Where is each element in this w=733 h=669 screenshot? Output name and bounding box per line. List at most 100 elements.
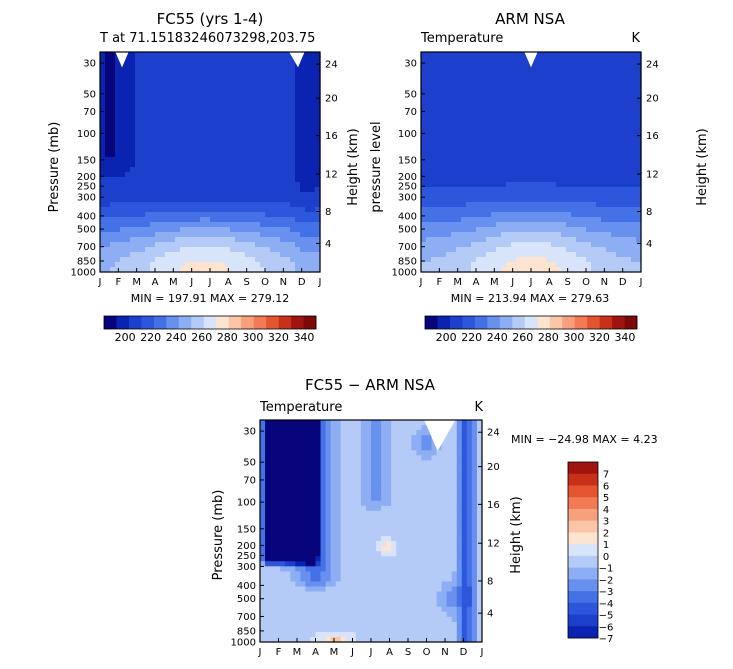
heatmap-cell bbox=[235, 157, 241, 163]
heatmap-cell bbox=[220, 252, 226, 258]
heatmap-cell bbox=[486, 102, 492, 108]
heatmap-cell bbox=[180, 247, 186, 253]
heatmap-cell bbox=[110, 197, 116, 203]
heatmap-cell bbox=[491, 177, 497, 183]
heatmap-cell bbox=[190, 142, 196, 148]
heatmap-cell bbox=[285, 242, 291, 248]
heatmap-cell bbox=[346, 551, 352, 557]
heatmap-cell bbox=[516, 247, 522, 253]
heatmap-cell bbox=[270, 607, 276, 613]
heatmap-cell bbox=[331, 632, 337, 638]
heatmap-cell bbox=[451, 147, 457, 153]
heatmap-cell bbox=[230, 207, 236, 213]
heatmap-cell bbox=[265, 511, 271, 517]
heatmap-cell bbox=[611, 82, 617, 88]
heatmap-cell bbox=[616, 262, 622, 268]
heatmap-cell bbox=[270, 67, 276, 73]
heatmap-cell bbox=[471, 102, 477, 108]
heatmap-cell bbox=[240, 147, 246, 153]
heatmap-cell bbox=[210, 117, 216, 123]
heatmap-cell bbox=[305, 627, 311, 633]
heatmap-cell bbox=[346, 496, 352, 502]
heatmap-cell bbox=[195, 217, 201, 223]
heatmap-cell bbox=[135, 197, 141, 203]
heatmap-cell bbox=[331, 496, 337, 502]
heatmap-cell bbox=[140, 172, 146, 178]
heatmap-cell bbox=[195, 212, 201, 218]
heatmap-cell bbox=[280, 455, 286, 461]
heatmap-cell bbox=[426, 57, 432, 63]
heatmap-cell bbox=[175, 77, 181, 83]
heatmap-cell bbox=[145, 82, 151, 88]
heatmap-cell bbox=[341, 481, 347, 487]
heatmap-cell bbox=[150, 152, 156, 158]
heatmap-cell bbox=[446, 97, 452, 103]
heatmap-cell bbox=[601, 82, 607, 88]
heatmap-cell bbox=[195, 167, 201, 173]
heatmap-cell bbox=[265, 632, 271, 638]
heatmap-cell bbox=[280, 142, 286, 148]
heatmap-cell bbox=[150, 52, 156, 58]
heatmap-cell bbox=[616, 147, 622, 153]
heatmap-cell bbox=[621, 157, 627, 163]
heatmap-cell bbox=[346, 506, 352, 512]
heatmap-cell bbox=[521, 192, 527, 198]
heatmap-cell bbox=[326, 581, 332, 587]
heatmap-cell bbox=[541, 192, 547, 198]
heatmap-cell bbox=[290, 445, 296, 451]
heatmap-cell bbox=[200, 132, 206, 138]
heatmap-cell bbox=[536, 197, 542, 203]
heatmap-cell bbox=[541, 137, 547, 143]
heatmap-cell bbox=[346, 516, 352, 522]
heatmap-cell bbox=[160, 57, 166, 63]
heatmap-cell bbox=[516, 162, 522, 168]
heatmap-cell bbox=[220, 187, 226, 193]
heatmap-cell bbox=[321, 617, 327, 623]
heatmap-cell bbox=[356, 425, 362, 431]
heatmap-cell bbox=[626, 157, 632, 163]
heatmap-cell bbox=[441, 92, 447, 98]
heatmap-cell bbox=[481, 97, 487, 103]
heatmap-cell bbox=[361, 581, 367, 587]
heatmap-cell bbox=[426, 237, 432, 243]
heatmap-cell bbox=[155, 142, 161, 148]
heatmap-cell bbox=[631, 117, 637, 123]
heatmap-cell bbox=[220, 227, 226, 233]
heatmap-cell bbox=[616, 177, 622, 183]
heatmap-cell bbox=[626, 217, 632, 223]
heatmap-cell bbox=[601, 237, 607, 243]
heatmap-cell bbox=[260, 192, 266, 198]
heatmap-cell bbox=[220, 52, 226, 58]
heatmap-cell bbox=[260, 576, 266, 582]
heatmap-cell bbox=[431, 152, 437, 158]
heatmap-cell bbox=[611, 67, 617, 73]
heatmap-cell bbox=[581, 117, 587, 123]
heatmap-cell bbox=[275, 207, 281, 213]
pressure-tick-label: 100 bbox=[398, 129, 417, 140]
heatmap-cell bbox=[526, 192, 532, 198]
heatmap-cell bbox=[290, 435, 296, 441]
heatmap-cell bbox=[145, 157, 151, 163]
heatmap-cell bbox=[496, 127, 502, 133]
heatmap-cell bbox=[155, 167, 161, 173]
heatmap-cell bbox=[250, 77, 256, 83]
heatmap-cell bbox=[295, 425, 301, 431]
heatmap-cell bbox=[300, 202, 306, 208]
heatmap-cell bbox=[611, 137, 617, 143]
heatmap-cell bbox=[110, 247, 116, 253]
heatmap-cell bbox=[561, 182, 567, 188]
pressure-tick-label: 500 bbox=[398, 225, 417, 236]
heatmap-cell bbox=[351, 521, 357, 527]
heatmap-cell bbox=[581, 187, 587, 193]
heatmap-cell bbox=[551, 67, 557, 73]
heatmap-cell bbox=[431, 182, 437, 188]
heatmap-cell bbox=[546, 107, 552, 113]
heatmap-cell bbox=[421, 137, 427, 143]
heatmap-cell bbox=[100, 227, 106, 233]
heatmap-cell bbox=[205, 187, 211, 193]
heatmap-cell bbox=[536, 162, 542, 168]
heatmap-cell bbox=[446, 72, 452, 78]
heatmap-cell bbox=[260, 237, 266, 243]
heatmap-cell bbox=[255, 82, 261, 88]
heatmap-cell bbox=[561, 167, 567, 173]
